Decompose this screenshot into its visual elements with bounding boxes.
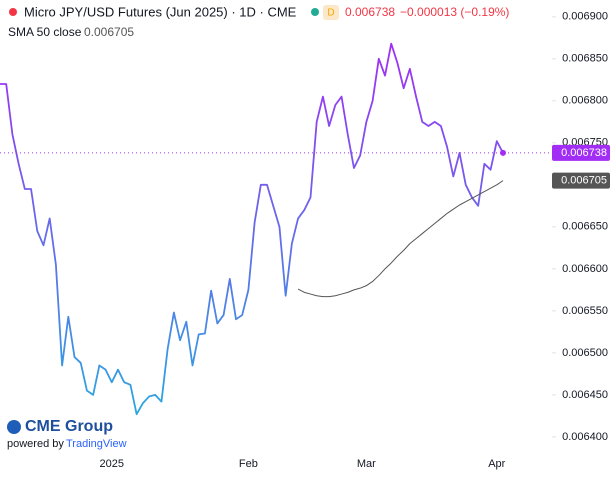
- sma-box: [552, 172, 610, 189]
- logo-powered: powered by: [7, 438, 64, 450]
- y-tick-label: 0.006550: [562, 305, 608, 317]
- logo-globe: [7, 420, 21, 434]
- chart-title: Micro JPY/USD Futures (Jun 2025) · 1D · …: [24, 4, 297, 19]
- last-price: 0.006738: [345, 5, 395, 19]
- price-box: [552, 144, 610, 161]
- y-tick-label: 0.006500: [562, 347, 608, 359]
- y-tick-label: 0.006600: [562, 263, 608, 275]
- sma-value: 0.006705: [84, 25, 134, 39]
- plot: 0.0069000.0068500.0068000.0067500.006700…: [0, 11, 610, 470]
- price-change: −0.000013 (−0.19%): [400, 5, 509, 19]
- sma-line: [297, 180, 504, 298]
- status-dot: [9, 8, 17, 16]
- y-tick-label: 0.006450: [562, 389, 608, 401]
- logo-brand: CME Group: [25, 418, 113, 435]
- last-point: [500, 149, 506, 156]
- sma-legend: SMA 50 close: [8, 25, 82, 39]
- y-tick-label: 0.006900: [562, 11, 608, 23]
- badge: D: [327, 8, 334, 19]
- sma-box-label: 0.006705: [561, 175, 607, 187]
- x-tick-label: Mar: [357, 458, 376, 470]
- y-tick-label: 0.006650: [562, 221, 608, 233]
- y-tick-label: 0.006400: [562, 431, 608, 443]
- x-tick-label: Feb: [239, 458, 258, 470]
- price-line: [0, 42, 504, 416]
- logo-platform: TradingView: [66, 438, 127, 450]
- price-box-label: 0.006738: [561, 147, 607, 159]
- overlay: Micro JPY/USD Futures (Jun 2025) · 1D · …: [0, 0, 510, 450]
- badge-bg: [323, 5, 339, 20]
- market-dot: [311, 8, 319, 16]
- y-tick-label: 0.006850: [562, 53, 608, 65]
- legend-bg: [0, 0, 345, 48]
- x-tick-label: 2025: [100, 458, 124, 470]
- x-tick-label: Apr: [488, 458, 505, 470]
- y-tick-label: 0.006800: [562, 95, 608, 107]
